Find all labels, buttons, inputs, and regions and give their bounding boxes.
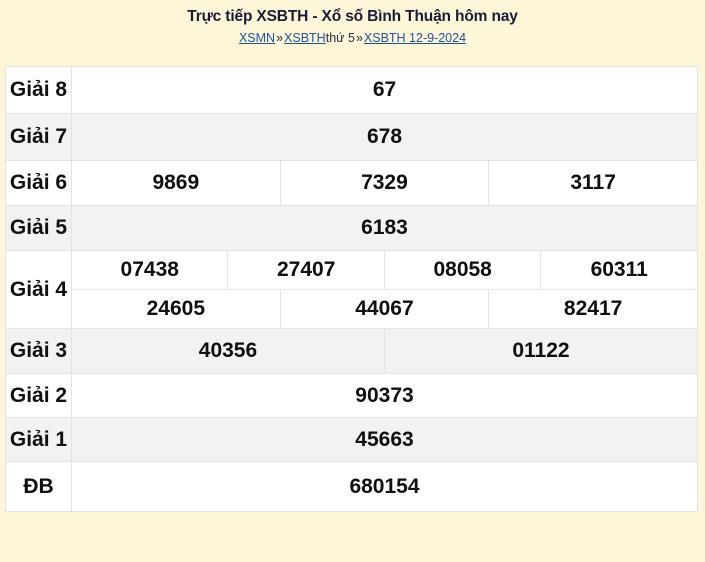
breadcrumb: XSMN»XSBTHthứ 5»XSBTH 12-9-2024 <box>0 30 705 46</box>
prize-value-4-5: 44067 <box>279 289 490 329</box>
prize-value-3-0: 40356 <box>71 328 385 374</box>
prize-value-db-0: 680154 <box>71 461 698 512</box>
prize-label-8: Giải 8 <box>5 66 72 114</box>
prize-value-4-4: 24605 <box>71 289 281 329</box>
prize-label-7: Giải 7 <box>5 113 72 161</box>
prize-label-4: Giải 4 <box>5 250 72 329</box>
prize-value-4-1: 27407 <box>227 250 385 290</box>
table-row-prize-5: Giải 5 6183 <box>5 205 698 251</box>
prize-value-4-3: 60311 <box>540 250 698 290</box>
table-row-prize-7: Giải 7 678 <box>5 113 698 161</box>
page-header: Trực tiếp XSBTH - Xổ số Bình Thuận hôm n… <box>0 0 705 46</box>
prize-value-6-1: 7329 <box>279 160 490 206</box>
prize-value-1-0: 45663 <box>71 417 698 462</box>
breadcrumb-separator-2: » <box>355 31 363 45</box>
breadcrumb-link-xsmn[interactable]: XSMN <box>238 31 276 45</box>
prize-value-2-0: 90373 <box>71 373 698 418</box>
table-row-prize-6: Giải 6 9869 7329 3117 <box>5 160 698 206</box>
prize-value-3-1: 01122 <box>383 328 699 374</box>
table-row-prize-3: Giải 3 40356 01122 <box>5 328 699 374</box>
prize-value-4-6: 82417 <box>488 289 698 329</box>
page-bottom-strip <box>0 553 705 562</box>
prize-value-7-0: 678 <box>71 113 698 161</box>
table-row-prize-1: Giải 1 45663 <box>5 417 698 462</box>
breadcrumb-separator-1: » <box>276 31 284 45</box>
table-row-prize-2: Giải 2 90373 <box>5 373 698 418</box>
table-row-prize-8: Giải 8 67 <box>5 66 698 114</box>
breadcrumb-weekday: thứ 5 <box>325 31 355 45</box>
lottery-results-table: Giải 8 67 Giải 7 678 Giải 6 9869 7329 31… <box>5 66 699 512</box>
prize-value-6-0: 9869 <box>71 160 281 206</box>
table-row-prize-4-first: Giải 4 07438 27407 08058 60311 <box>5 250 698 329</box>
breadcrumb-link-xsbth-date[interactable]: XSBTH 12-9-2024 <box>363 31 467 45</box>
prize-value-6-2: 3117 <box>488 160 698 206</box>
prize-label-2: Giải 2 <box>5 373 72 418</box>
prize-label-1: Giải 1 <box>5 417 72 462</box>
prize-label-3: Giải 3 <box>5 328 72 374</box>
table-row-prize-db: ĐB 680154 <box>5 461 698 512</box>
prize-value-4-0: 07438 <box>70 250 229 290</box>
breadcrumb-link-xsbth[interactable]: XSBTH <box>284 31 326 45</box>
prize-label-db: ĐB <box>5 461 72 512</box>
prize-label-5: Giải 5 <box>5 205 72 251</box>
prize-label-6: Giải 6 <box>5 160 72 206</box>
page-title: Trực tiếp XSBTH - Xổ số Bình Thuận hôm n… <box>187 8 518 25</box>
prize-value-4-2: 08058 <box>383 250 542 290</box>
results-table-container: Giải 8 67 Giải 7 678 Giải 6 9869 7329 31… <box>5 66 699 512</box>
prize-value-8-0: 67 <box>71 66 698 114</box>
prize-value-5-0: 6183 <box>71 205 698 251</box>
table-row-prize-4-second: 24605 44067 82417 <box>6 289 698 329</box>
